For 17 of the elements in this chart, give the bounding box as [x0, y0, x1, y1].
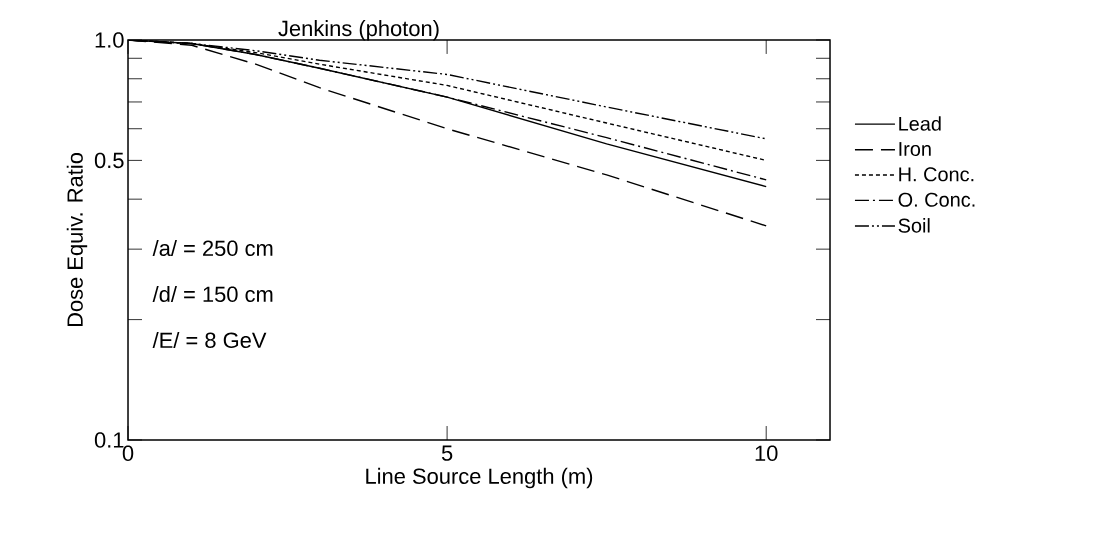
x-tick-label: 0: [122, 445, 134, 462]
x-tick-label: 10: [755, 445, 778, 462]
annotation: /E/ = 8 GeV: [152, 331, 267, 349]
x-axis-title: Line Source Length (m): [366, 467, 593, 489]
legend-label: Lead: [899, 116, 941, 131]
annotation: /d/ = 150 cm: [152, 285, 273, 303]
annotation: /a/ = 250 cm: [152, 239, 273, 257]
y-tick-label: 0.5: [94, 152, 124, 169]
legend-label: H. Conc.: [899, 167, 974, 182]
legend-label: O. Conc.: [898, 192, 975, 207]
y-axis-title: Dose Equiv. Ratio: [66, 153, 88, 327]
x-tick-label: 5: [441, 445, 453, 461]
legend-label: Iron: [899, 142, 931, 156]
chart-title: Jenkins (photon): [278, 20, 439, 41]
y-tick-label: 1.0: [95, 32, 124, 48]
y-tick-label: 0.1: [94, 432, 124, 448]
legend-label: Soil: [898, 218, 930, 233]
